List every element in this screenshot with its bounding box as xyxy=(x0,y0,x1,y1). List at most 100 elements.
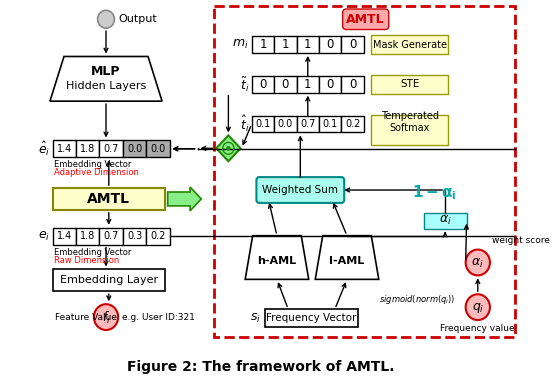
Text: 1.8: 1.8 xyxy=(80,144,96,154)
Bar xyxy=(53,141,76,157)
Polygon shape xyxy=(245,236,309,280)
Text: 0: 0 xyxy=(349,38,356,51)
Bar xyxy=(319,116,341,132)
Bar xyxy=(252,76,274,93)
Text: 0.2: 0.2 xyxy=(345,119,360,129)
Text: 0.2: 0.2 xyxy=(150,231,166,241)
Text: AMTL: AMTL xyxy=(87,192,130,206)
Bar xyxy=(274,36,296,53)
Text: 1.4: 1.4 xyxy=(57,144,72,154)
Polygon shape xyxy=(315,236,379,280)
Text: Temperated
Softmax: Temperated Softmax xyxy=(381,111,439,133)
Text: 1: 1 xyxy=(281,38,289,51)
Text: 0: 0 xyxy=(349,78,356,91)
Circle shape xyxy=(94,304,118,330)
Text: 1: 1 xyxy=(304,38,311,51)
Bar xyxy=(319,36,341,53)
Text: $\alpha_i$: $\alpha_i$ xyxy=(439,214,451,227)
FancyBboxPatch shape xyxy=(256,177,344,203)
Text: $\mathbf{1-\alpha_i}$: $\mathbf{1-\alpha_i}$ xyxy=(413,184,457,202)
Text: $\alpha_i$: $\alpha_i$ xyxy=(471,257,484,270)
Circle shape xyxy=(465,294,490,320)
Polygon shape xyxy=(50,56,162,101)
Text: Frequency value: Frequency value xyxy=(440,324,515,333)
Bar xyxy=(371,114,448,145)
Bar xyxy=(319,76,341,93)
Text: Embedding Layer: Embedding Layer xyxy=(59,275,158,285)
Bar xyxy=(123,228,146,245)
Bar xyxy=(341,76,364,93)
Text: Adaptive Dimension: Adaptive Dimension xyxy=(54,168,138,177)
Text: 0.7: 0.7 xyxy=(300,119,315,129)
Text: $\hat{e}_i$: $\hat{e}_i$ xyxy=(38,140,50,158)
Text: 0: 0 xyxy=(326,78,334,91)
Text: Weighted Sum: Weighted Sum xyxy=(262,185,338,195)
Text: I-AML: I-AML xyxy=(329,257,365,266)
Text: Output: Output xyxy=(118,14,157,24)
Bar xyxy=(296,116,319,132)
Text: 0.7: 0.7 xyxy=(103,144,119,154)
Text: 1: 1 xyxy=(304,78,311,91)
Bar xyxy=(53,270,165,291)
Text: Hidden Layers: Hidden Layers xyxy=(66,81,146,91)
Text: Raw Dimension: Raw Dimension xyxy=(54,255,119,265)
Text: $q_i$: $q_i$ xyxy=(471,301,484,315)
Text: 0.3: 0.3 xyxy=(127,231,142,241)
Text: 0.0: 0.0 xyxy=(127,144,142,154)
Bar xyxy=(265,309,358,327)
Bar xyxy=(296,76,319,93)
Text: $f_i$: $f_i$ xyxy=(102,310,111,326)
Bar xyxy=(76,228,100,245)
Circle shape xyxy=(98,10,115,28)
Text: 0: 0 xyxy=(326,38,334,51)
Bar xyxy=(371,35,448,54)
Text: $e_i$: $e_i$ xyxy=(38,230,50,243)
Text: $\tilde{t}_i$: $\tilde{t}_i$ xyxy=(240,75,249,94)
Bar xyxy=(76,141,100,157)
Text: 0: 0 xyxy=(259,78,267,91)
Text: Frequency Vector: Frequency Vector xyxy=(266,313,357,323)
Bar xyxy=(274,76,296,93)
Bar xyxy=(215,7,515,337)
Circle shape xyxy=(226,146,230,150)
Text: $sigmoid(norm(q_i))$: $sigmoid(norm(q_i))$ xyxy=(379,293,455,306)
Polygon shape xyxy=(168,187,201,211)
Bar xyxy=(424,213,466,229)
Text: STE: STE xyxy=(400,79,419,89)
Text: Figure 2: The framework of AMTL.: Figure 2: The framework of AMTL. xyxy=(127,360,395,374)
Text: Mask Generate: Mask Generate xyxy=(373,40,446,50)
Text: 1.8: 1.8 xyxy=(80,231,96,241)
Text: MLP: MLP xyxy=(91,65,121,78)
Text: $s_i$: $s_i$ xyxy=(250,311,261,324)
Bar xyxy=(146,141,170,157)
Bar xyxy=(341,116,364,132)
Text: $m_i$: $m_i$ xyxy=(232,38,249,51)
Bar xyxy=(341,36,364,53)
Bar xyxy=(100,228,123,245)
Text: 1.4: 1.4 xyxy=(57,231,72,241)
Text: h-AML: h-AML xyxy=(257,257,296,266)
Text: 0.0: 0.0 xyxy=(278,119,293,129)
Text: 0.1: 0.1 xyxy=(322,119,338,129)
Bar xyxy=(252,36,274,53)
Circle shape xyxy=(465,250,490,275)
Text: $\hat{t}_i$: $\hat{t}_i$ xyxy=(240,114,249,134)
Bar xyxy=(274,116,296,132)
Text: Embedding Vector: Embedding Vector xyxy=(54,248,131,257)
Text: AMTL: AMTL xyxy=(346,13,385,26)
Bar xyxy=(53,228,76,245)
Bar xyxy=(53,188,165,210)
Text: 0.0: 0.0 xyxy=(150,144,166,154)
Bar xyxy=(252,116,274,132)
Text: 0.1: 0.1 xyxy=(255,119,271,129)
Text: e.g. User ID:321: e.g. User ID:321 xyxy=(122,313,195,321)
Bar xyxy=(146,228,170,245)
Text: 0: 0 xyxy=(282,78,289,91)
Text: weight score: weight score xyxy=(492,236,550,245)
Polygon shape xyxy=(216,136,241,161)
Text: 0.7: 0.7 xyxy=(103,231,119,241)
Bar xyxy=(296,36,319,53)
Bar xyxy=(100,141,123,157)
Bar xyxy=(371,75,448,94)
Text: Embedding Vector: Embedding Vector xyxy=(54,160,131,169)
